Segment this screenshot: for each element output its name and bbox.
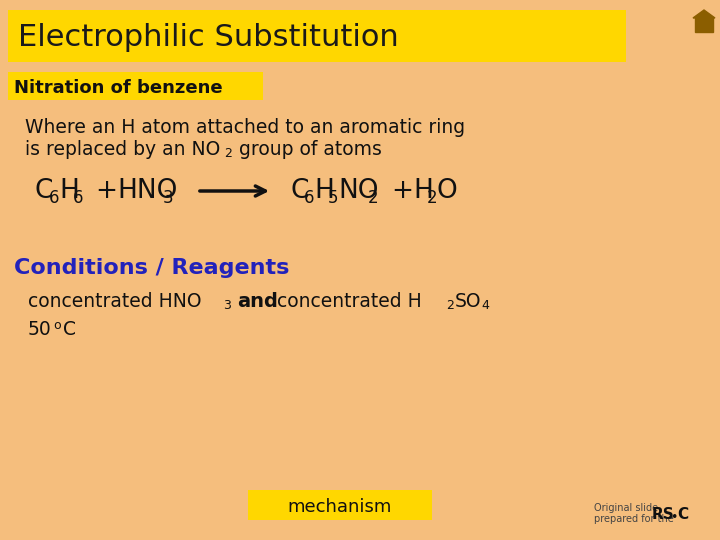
Text: C: C — [290, 178, 308, 204]
Text: +: + — [95, 178, 117, 204]
Text: C: C — [63, 320, 76, 339]
Polygon shape — [695, 18, 713, 32]
Text: H: H — [314, 178, 334, 204]
Text: Nitration of benzene: Nitration of benzene — [14, 79, 222, 97]
Text: group of atoms: group of atoms — [233, 140, 382, 159]
Text: Original slide: Original slide — [594, 503, 658, 513]
Text: •: • — [670, 511, 678, 524]
Text: C: C — [677, 507, 688, 522]
Text: 50: 50 — [28, 320, 52, 339]
Text: RS: RS — [652, 507, 675, 522]
Text: C: C — [35, 178, 53, 204]
Text: 6: 6 — [304, 189, 315, 207]
Text: 3: 3 — [163, 189, 174, 207]
Text: and: and — [237, 292, 278, 311]
Text: concentrated HNO: concentrated HNO — [28, 292, 202, 311]
Text: 6: 6 — [49, 189, 60, 207]
Text: Where an H atom attached to an aromatic ring: Where an H atom attached to an aromatic … — [25, 118, 465, 137]
Text: is replaced by an NO: is replaced by an NO — [25, 140, 220, 159]
Text: SO: SO — [455, 292, 482, 311]
Text: prepared for the: prepared for the — [594, 514, 674, 524]
Text: 3: 3 — [223, 299, 231, 312]
Text: mechanism: mechanism — [288, 498, 392, 516]
Text: HNO: HNO — [117, 178, 177, 204]
Text: o: o — [53, 319, 60, 332]
Text: 2: 2 — [446, 299, 454, 312]
Text: H: H — [413, 178, 433, 204]
Text: +: + — [391, 178, 413, 204]
Text: O: O — [437, 178, 458, 204]
Text: H: H — [59, 178, 79, 204]
Text: 6: 6 — [73, 189, 84, 207]
Text: 5: 5 — [328, 189, 338, 207]
Text: 2: 2 — [427, 189, 438, 207]
FancyBboxPatch shape — [248, 490, 432, 520]
Polygon shape — [693, 10, 715, 18]
Text: Conditions / Reagents: Conditions / Reagents — [14, 258, 289, 278]
Text: concentrated H: concentrated H — [271, 292, 422, 311]
FancyBboxPatch shape — [8, 72, 263, 100]
Text: NO: NO — [338, 178, 379, 204]
Text: 2: 2 — [224, 147, 232, 160]
FancyBboxPatch shape — [8, 10, 626, 62]
Text: 2: 2 — [368, 189, 379, 207]
Text: 4: 4 — [481, 299, 489, 312]
Text: Electrophilic Substitution: Electrophilic Substitution — [18, 24, 399, 52]
